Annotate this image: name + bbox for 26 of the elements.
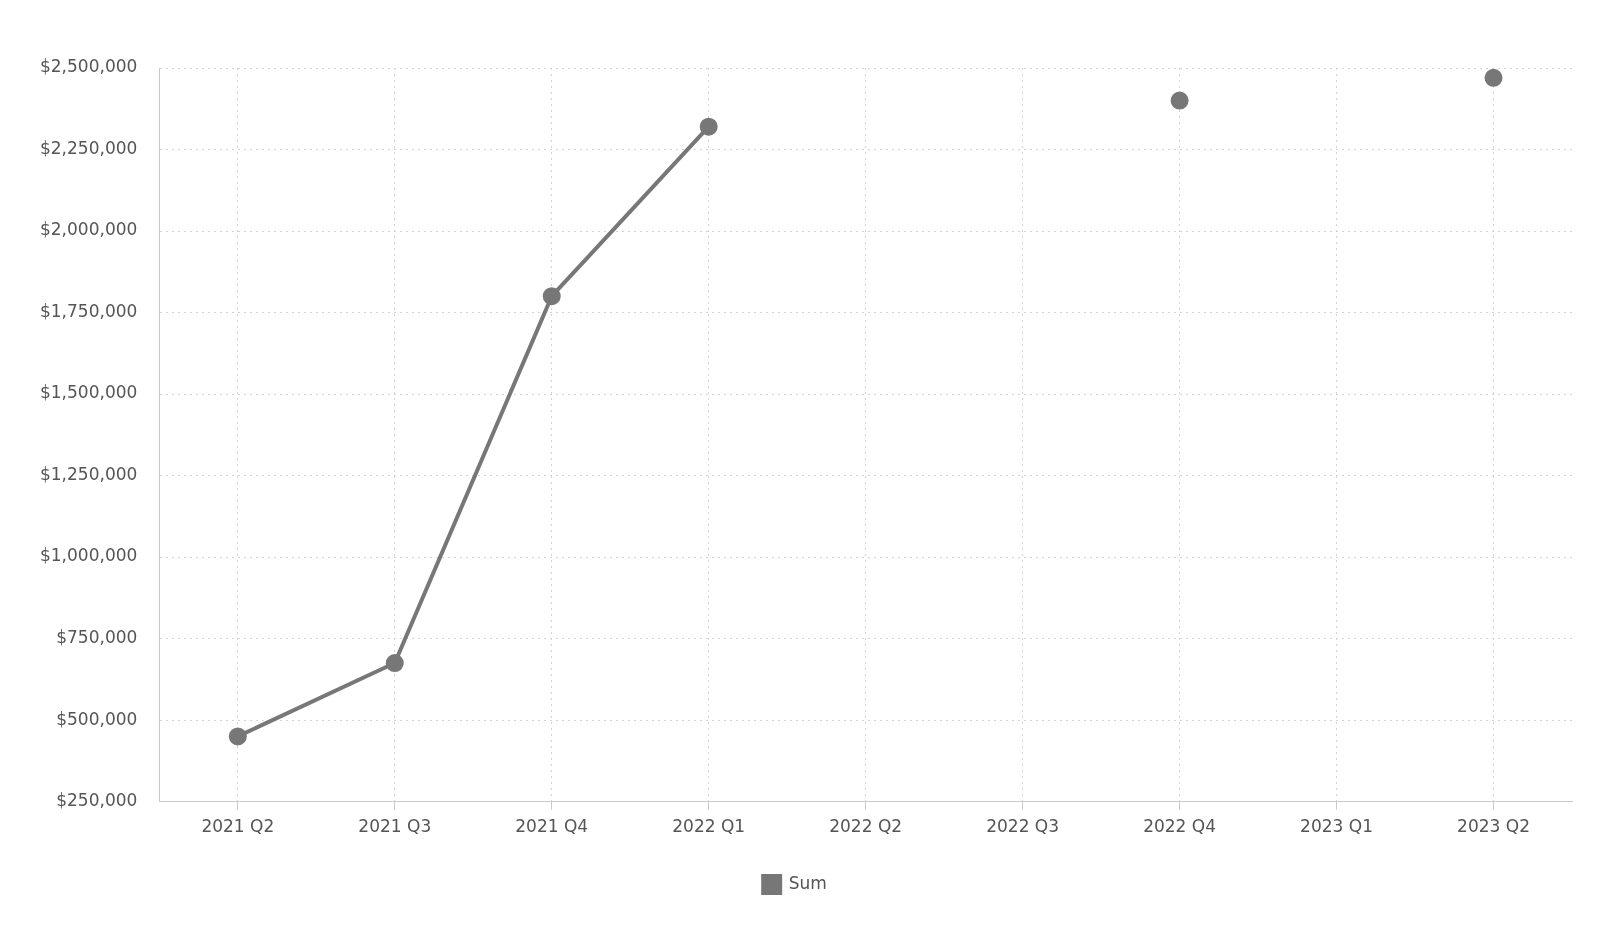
x-tick-label: 2021 Q4	[515, 816, 589, 837]
y-tick-label: $500,000	[56, 708, 138, 729]
x-tick-label: 2022 Q3	[986, 816, 1060, 837]
point	[1170, 91, 1189, 110]
x-tick-label: 2021 Q2	[201, 816, 275, 837]
x-tick-label: 2022 Q2	[829, 816, 903, 837]
point	[1484, 68, 1503, 87]
y-tick-label: $2,250,000	[39, 137, 138, 158]
y-tick-label: $1,000,000	[39, 545, 138, 566]
y-tick-label: $1,500,000	[39, 382, 138, 403]
y-tick-label: $250,000	[56, 790, 138, 811]
point	[385, 654, 404, 673]
point	[228, 727, 247, 746]
x-tick-label: 2023 Q2	[1457, 816, 1530, 837]
point	[699, 117, 718, 136]
point	[542, 287, 561, 306]
y-tick-label: $1,750,000	[39, 300, 138, 321]
x-tick-label: 2021 Q3	[358, 816, 432, 837]
y-tick-label: $1,250,000	[39, 463, 138, 484]
y-tick-label: $2,500,000	[39, 56, 138, 77]
legend-label: Sum	[788, 872, 827, 893]
x-tick-label: 2022 Q4	[1143, 816, 1217, 837]
x-tick-label: 2023 Q1	[1300, 816, 1373, 837]
y-tick-label: $750,000	[56, 627, 138, 647]
y-tick-label: $2,000,000	[39, 219, 138, 240]
x-tick-label: 2022 Q1	[672, 816, 746, 837]
